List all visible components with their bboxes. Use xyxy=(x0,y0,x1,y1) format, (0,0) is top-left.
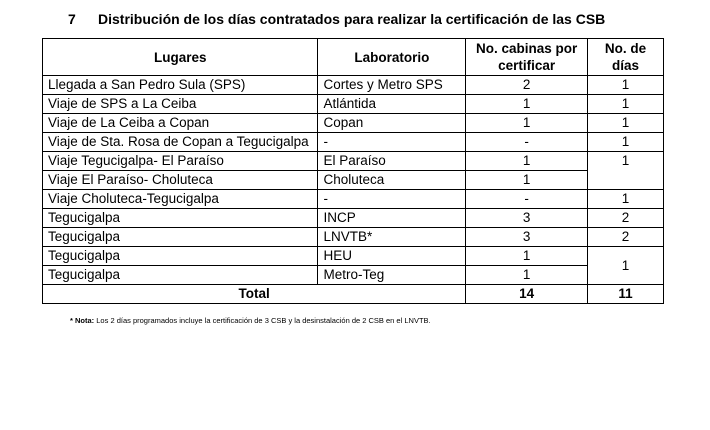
cell-dias: 2 xyxy=(587,208,664,228)
table-row: Viaje de SPS a La Ceiba Atlántida 1 1 xyxy=(41,94,664,114)
total-dias: 11 xyxy=(587,284,664,304)
cell-laboratorio: LNVTB* xyxy=(317,227,467,247)
cell-dias: 1 xyxy=(587,132,664,152)
cell-lugar: Tegucigalpa xyxy=(41,246,319,266)
cell-laboratorio: El Paraíso xyxy=(317,151,467,171)
table-row: Viaje de La Ceiba a Copan Copan 1 1 xyxy=(41,113,664,133)
total-label: Total xyxy=(41,284,467,304)
column-header: Laboratorio xyxy=(317,38,467,76)
cell-lugar: Viaje de La Ceiba a Copan xyxy=(41,113,319,133)
table-row: Tegucigalpa Metro-Teg 1 xyxy=(41,265,664,285)
table-row: Tegucigalpa HEU 1 1 xyxy=(41,246,664,285)
cell-laboratorio: - xyxy=(317,132,467,152)
cell-lugar: Tegucigalpa xyxy=(41,208,319,228)
cell-cabinas: 2 xyxy=(465,75,589,95)
note-marker: * Nota: xyxy=(70,316,95,325)
note-text: Los 2 días programados incluye la certif… xyxy=(96,316,431,325)
cell-dias: 2 xyxy=(587,227,664,247)
cell-laboratorio: Metro-Teg xyxy=(317,265,467,285)
column-header: No. de días xyxy=(587,38,664,76)
note: * Nota: Los 2 días programados incluye l… xyxy=(70,316,431,325)
cell-dias: 1 xyxy=(587,94,664,114)
title-text: Distribución de los días contratados par… xyxy=(98,11,606,27)
column-header: No. cabinas por certificar xyxy=(465,38,589,76)
cell-cabinas: - xyxy=(465,189,589,209)
cell-laboratorio: HEU xyxy=(317,246,467,266)
cell-cabinas: - xyxy=(465,132,589,152)
title: 7 Distribución de los días contratados pa… xyxy=(68,11,605,27)
cell-laboratorio: Copan xyxy=(317,113,467,133)
table-row: Tegucigalpa LNVTB* 3 2 xyxy=(41,227,664,247)
cell-cabinas: 3 xyxy=(465,208,589,228)
cell-laboratorio: INCP xyxy=(317,208,467,228)
cell-cabinas: 3 xyxy=(465,227,589,247)
cell-cabinas: 1 xyxy=(465,94,589,114)
table-row: Viaje Tegucigalpa- El Paraíso El Paraíso 1… xyxy=(41,151,664,190)
table-row: Llegada a San Pedro Sula (SPS) Cortes y M… xyxy=(41,75,664,95)
cell-laboratorio: Cortes y Metro SPS xyxy=(317,75,467,95)
cell-cabinas: 1 xyxy=(465,246,589,266)
cell-dias: 1 xyxy=(587,113,664,133)
cell-cabinas: 1 xyxy=(465,170,589,190)
cell-lugar: Viaje Tegucigalpa- El Paraíso xyxy=(41,151,319,171)
cell-laboratorio: Choluteca xyxy=(317,170,467,190)
total-cabinas: 14 xyxy=(465,284,589,304)
table-row: Viaje de Sta. Rosa de Copan a Tegucigalp… xyxy=(41,132,664,152)
cell-lugar: Viaje Choluteca-Tegucigalpa xyxy=(41,189,319,209)
cell-lugar: Tegucigalpa xyxy=(41,265,319,285)
cell-cabinas: 1 xyxy=(465,265,589,285)
column-header: Lugares xyxy=(41,38,319,76)
cell-lugar: Viaje de Sta. Rosa de Copan a Tegucigalp… xyxy=(41,132,319,152)
table-row: Viaje Choluteca-Tegucigalpa - -1 xyxy=(41,189,664,209)
cell-lugar: Viaje de SPS a La Ceiba xyxy=(41,94,319,114)
cell-lugar: Viaje El Paraíso- Choluteca xyxy=(41,170,319,190)
header-row: Lugares Laboratorio No. cabinas por certif… xyxy=(41,38,664,76)
table-row: Viaje El Paraíso- Choluteca Choluteca 1 xyxy=(41,170,664,190)
cell-lugar: Llegada a San Pedro Sula (SPS) xyxy=(41,75,319,95)
cell-laboratorio: - xyxy=(317,189,467,209)
cell-lugar: Tegucigalpa xyxy=(41,227,319,247)
cell-dias: 1 xyxy=(587,189,664,209)
section-number: 7 xyxy=(68,11,76,27)
cell-dias: 1 xyxy=(587,151,664,190)
cell-dias: 1 xyxy=(587,75,664,95)
table: Lugares Laboratorio No. cabinas por certif… xyxy=(41,38,664,304)
cell-laboratorio: Atlántida xyxy=(317,94,467,114)
table-row: Tegucigalpa INCP 3 2 xyxy=(41,208,664,228)
cell-dias: 1 xyxy=(587,246,664,285)
cell-cabinas: 1 xyxy=(465,113,589,133)
total-row: Total 14 11 xyxy=(41,284,664,304)
cell-cabinas: 1 xyxy=(465,151,589,171)
